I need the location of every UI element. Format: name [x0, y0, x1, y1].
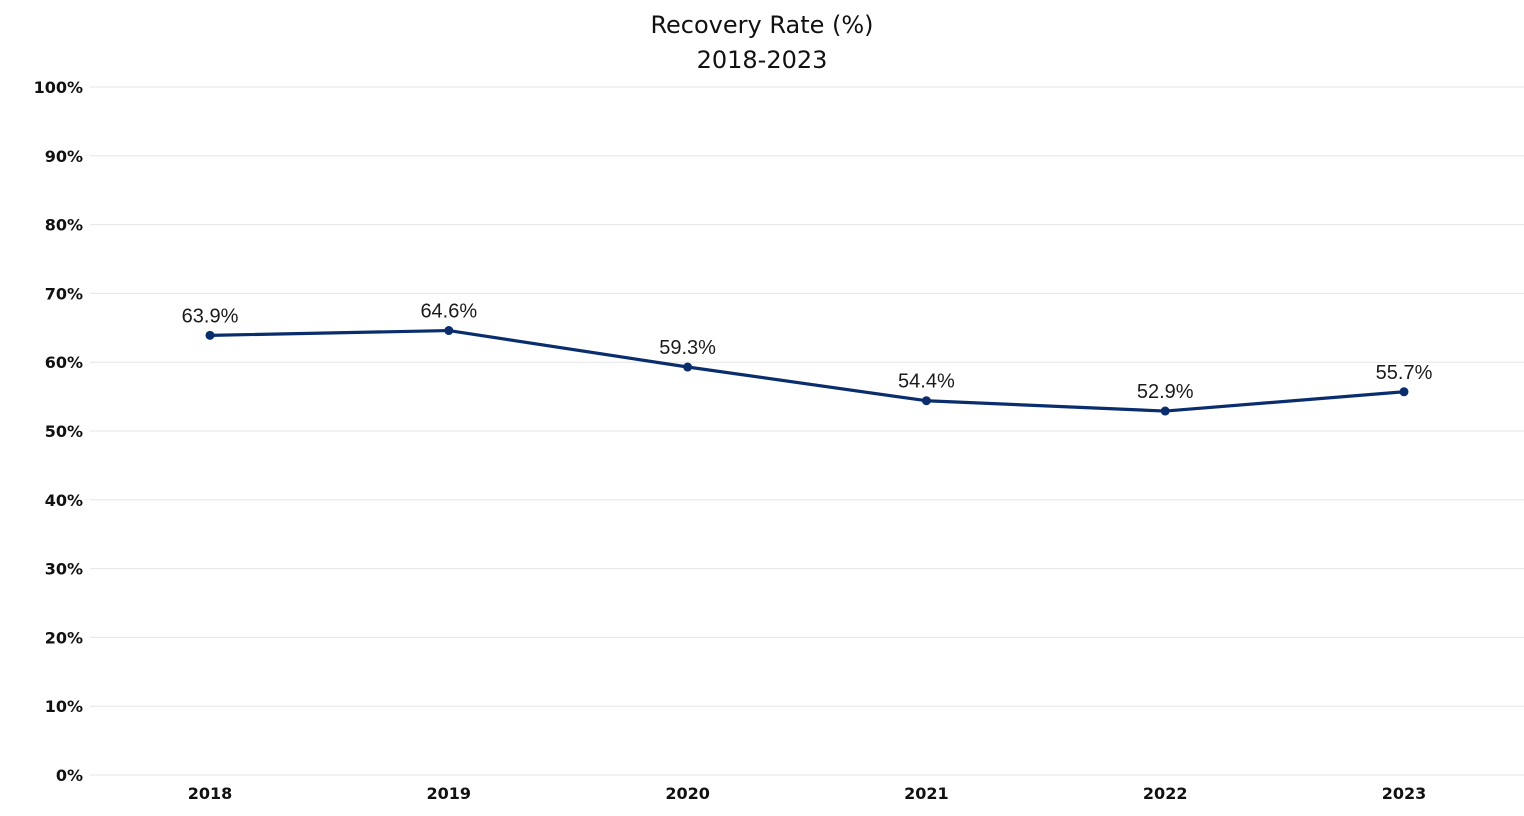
data-labels: 63.9% 64.6% 59.3% 54.4% 52.9% 55.7%	[182, 301, 1433, 403]
data-label-2020: 59.3%	[659, 337, 716, 359]
data-point-2020	[683, 362, 693, 372]
x-tick-label: 2021	[904, 784, 949, 803]
y-tick-label: 50%	[45, 422, 83, 441]
data-label-2019: 64.6%	[420, 301, 477, 323]
y-tick-label: 100%	[34, 78, 83, 97]
data-point-2021	[921, 396, 931, 406]
data-point-2022	[1160, 406, 1170, 416]
y-tick-label: 80%	[45, 216, 83, 235]
y-tick-label: 20%	[45, 628, 83, 647]
series-recovery-rate	[205, 326, 1409, 416]
series-line	[208, 328, 1406, 413]
chart-title: Recovery Rate (%)	[650, 11, 874, 39]
y-tick-label: 60%	[45, 353, 83, 372]
y-tick-label: 10%	[45, 697, 83, 716]
y-tick-label: 70%	[45, 284, 83, 303]
data-point-2018	[205, 330, 215, 340]
data-label-2018: 63.9%	[182, 305, 239, 327]
x-tick-label: 2018	[188, 784, 233, 803]
y-tick-label: 90%	[45, 147, 83, 166]
x-tick-label: 2022	[1143, 784, 1188, 803]
chart-title-block: Recovery Rate (%) 2018-2023	[0, 8, 1524, 78]
x-axis-ticks: 2018 2019 2020 2021 2022 2023	[188, 784, 1427, 803]
data-label-2023: 55.7%	[1376, 362, 1433, 384]
y-tick-label: 0%	[56, 766, 83, 785]
y-tick-label: 30%	[45, 560, 83, 579]
x-tick-label: 2023	[1382, 784, 1427, 803]
chart-subtitle: 2018-2023	[696, 46, 828, 74]
x-tick-label: 2019	[427, 784, 472, 803]
data-label-2021: 54.4%	[898, 371, 955, 393]
data-point-2023	[1399, 387, 1409, 397]
y-axis-ticks: 0% 10% 20% 30% 40% 50% 60% 70% 80% 90% 100%	[34, 78, 83, 785]
data-label-2022: 52.9%	[1137, 381, 1194, 403]
gridlines	[90, 86, 1524, 776]
x-tick-label: 2020	[665, 784, 710, 803]
data-point-2019	[444, 326, 454, 336]
y-tick-label: 40%	[45, 491, 83, 510]
